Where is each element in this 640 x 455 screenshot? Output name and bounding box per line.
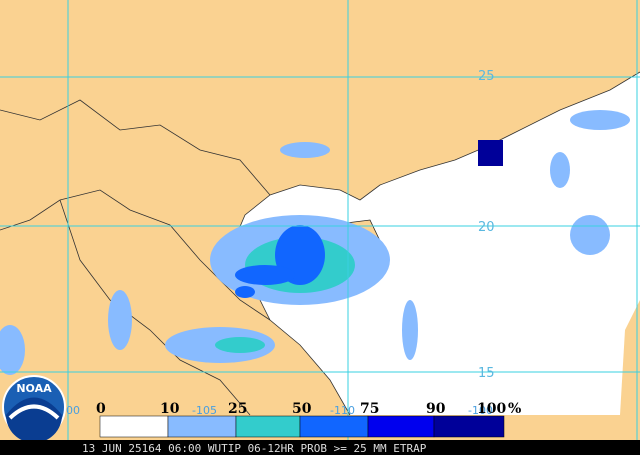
caption: 13 JUN 25164 06:00 WUTIP 06-12HR PROB >=… — [82, 442, 427, 455]
lat-label: 25 — [478, 69, 495, 84]
legend-label: 75 — [360, 401, 379, 417]
lon-label: 00 — [66, 404, 80, 417]
philippines — [620, 300, 640, 415]
precip-extreme — [478, 140, 503, 166]
grid — [0, 0, 640, 440]
logo-text: NOAA — [16, 382, 52, 395]
lat-label: 15 — [478, 366, 495, 381]
lon-label: -100 — [468, 404, 493, 417]
legend-label: 25 — [228, 401, 247, 417]
legend-label: 100 — [477, 401, 506, 417]
legend-label: 90 — [426, 401, 446, 417]
legend-label: 50 — [292, 401, 312, 417]
lon-label: -105 — [192, 404, 217, 417]
lon-label: -110 — [330, 404, 355, 417]
sea — [230, 72, 640, 415]
lat-label: 20 — [478, 220, 495, 235]
legend — [99, 415, 505, 438]
caption-bar — [0, 440, 640, 455]
borders — [0, 71, 640, 416]
legend-unit: % — [508, 401, 521, 417]
precip-heavy — [235, 225, 325, 298]
noaa-logo: NOAA — [2, 375, 66, 443]
legend-label: 0 — [96, 401, 106, 417]
legend-label: 10 — [160, 401, 180, 417]
